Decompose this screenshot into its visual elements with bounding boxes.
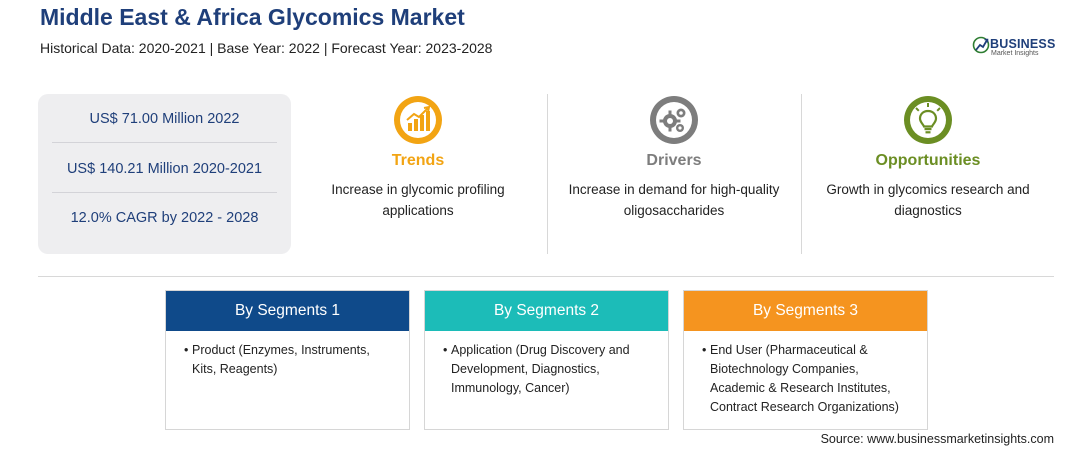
stat-cagr: 12.0% CAGR by 2022 - 2028 xyxy=(70,210,259,226)
chart-up-icon xyxy=(394,96,442,144)
drivers-heading: Drivers xyxy=(646,152,702,169)
segment-3-title: By Segments 3 xyxy=(684,291,927,331)
stat-divider xyxy=(52,142,277,143)
trends-text: Increase in glycomic profiling applicati… xyxy=(331,182,505,218)
segment-card-2: By Segments 2 • Application (Drug Discov… xyxy=(424,290,669,430)
lightbulb-icon xyxy=(904,96,952,144)
list-item: • Application (Drug Discovery and Develo… xyxy=(443,341,656,398)
globe-icon xyxy=(972,36,990,54)
segment-1-item: Product (Enzymes, Instruments, Kits, Rea… xyxy=(192,343,370,376)
segment-2-title: By Segments 2 xyxy=(425,291,668,331)
segment-1-title: By Segments 1 xyxy=(166,291,409,331)
column-divider xyxy=(547,94,548,254)
trends-column: Trends Increase in glycomic profiling ap… xyxy=(293,94,543,221)
drivers-column: Drivers Increase in demand for high-qual… xyxy=(549,94,799,221)
column-divider xyxy=(801,94,802,254)
page-title: Middle East & Africa Glycomics Market xyxy=(40,4,465,30)
list-item: • End User (Pharmaceutical & Biotechnolo… xyxy=(702,341,915,417)
logo: BUSINESS Market Insights xyxy=(972,34,1062,60)
logo-tagline: Market Insights xyxy=(991,50,1039,57)
gears-icon xyxy=(650,96,698,144)
stats-panel: US$ 71.00 Million 2022 US$ 140.21 Millio… xyxy=(38,94,291,254)
segment-2-item: Application (Drug Discovery and Developm… xyxy=(451,343,630,395)
segment-3-item: End User (Pharmaceutical & Biotechnology… xyxy=(710,343,899,414)
section-divider xyxy=(38,276,1054,277)
source-note: Source: www.businessmarketinsights.com xyxy=(820,432,1054,446)
opportunities-text: Growth in glycomics research and diagnos… xyxy=(826,182,1030,218)
stat-market-size-2022: US$ 71.00 Million 2022 xyxy=(89,111,240,127)
logo-name: BUSINESS xyxy=(990,37,1056,51)
segment-card-1: By Segments 1 • Product (Enzymes, Instru… xyxy=(165,290,410,430)
drivers-text: Increase in demand for high-quality olig… xyxy=(568,182,780,218)
stat-market-size-historical: US$ 140.21 Million 2020-2021 xyxy=(66,161,263,177)
stat-divider xyxy=(52,192,277,193)
page-subtitle: Historical Data: 2020-2021 | Base Year: … xyxy=(40,40,493,56)
list-item: • Product (Enzymes, Instruments, Kits, R… xyxy=(184,341,397,379)
segment-card-3: By Segments 3 • End User (Pharmaceutical… xyxy=(683,290,928,430)
opportunities-heading: Opportunities xyxy=(875,152,981,169)
trends-heading: Trends xyxy=(391,152,445,169)
opportunities-column: Opportunities Growth in glycomics resear… xyxy=(803,94,1053,221)
